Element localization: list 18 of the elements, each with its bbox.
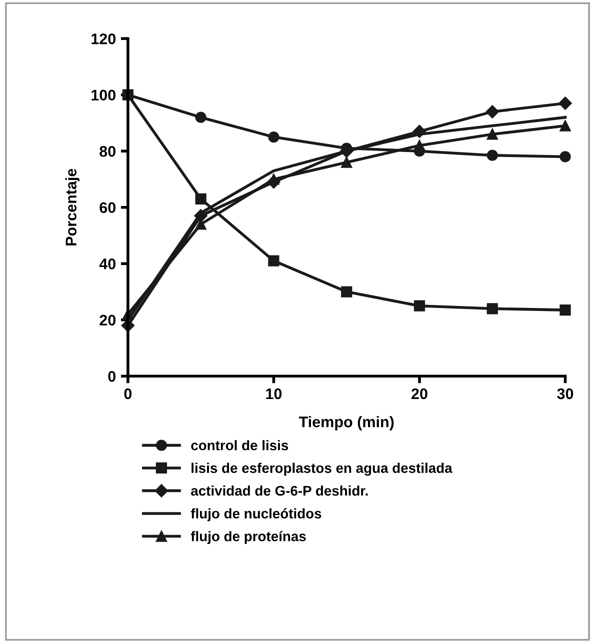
legend-label: control de lisis	[191, 440, 288, 450]
y-tick-label: 0	[108, 371, 116, 382]
x-tick-label: 10	[266, 388, 282, 400]
x-axis-title: Tiempo (min)	[298, 416, 394, 430]
legend-label: flujo de nucleótidos	[190, 508, 322, 522]
x-tick-label: 0	[124, 388, 132, 400]
legend-label: lisis de esferoplastos en agua destilada	[192, 462, 452, 476]
x-tick-label: 30	[557, 388, 574, 400]
y-tick-label: 80	[100, 146, 116, 157]
y-axis-title: Porcentaje	[65, 168, 80, 246]
x-tick-label: 20	[412, 388, 428, 400]
y-tick-label: 20	[100, 314, 116, 326]
y-tick-label: 60	[100, 202, 116, 214]
legend-label: flujo de proteínas	[190, 530, 306, 544]
y-tick-label: 100	[92, 90, 116, 101]
legend-label: actividad de G-6-P deshidr.	[191, 485, 368, 496]
y-tick-label: 40	[99, 258, 116, 270]
y-tick-label: 120	[92, 33, 116, 44]
